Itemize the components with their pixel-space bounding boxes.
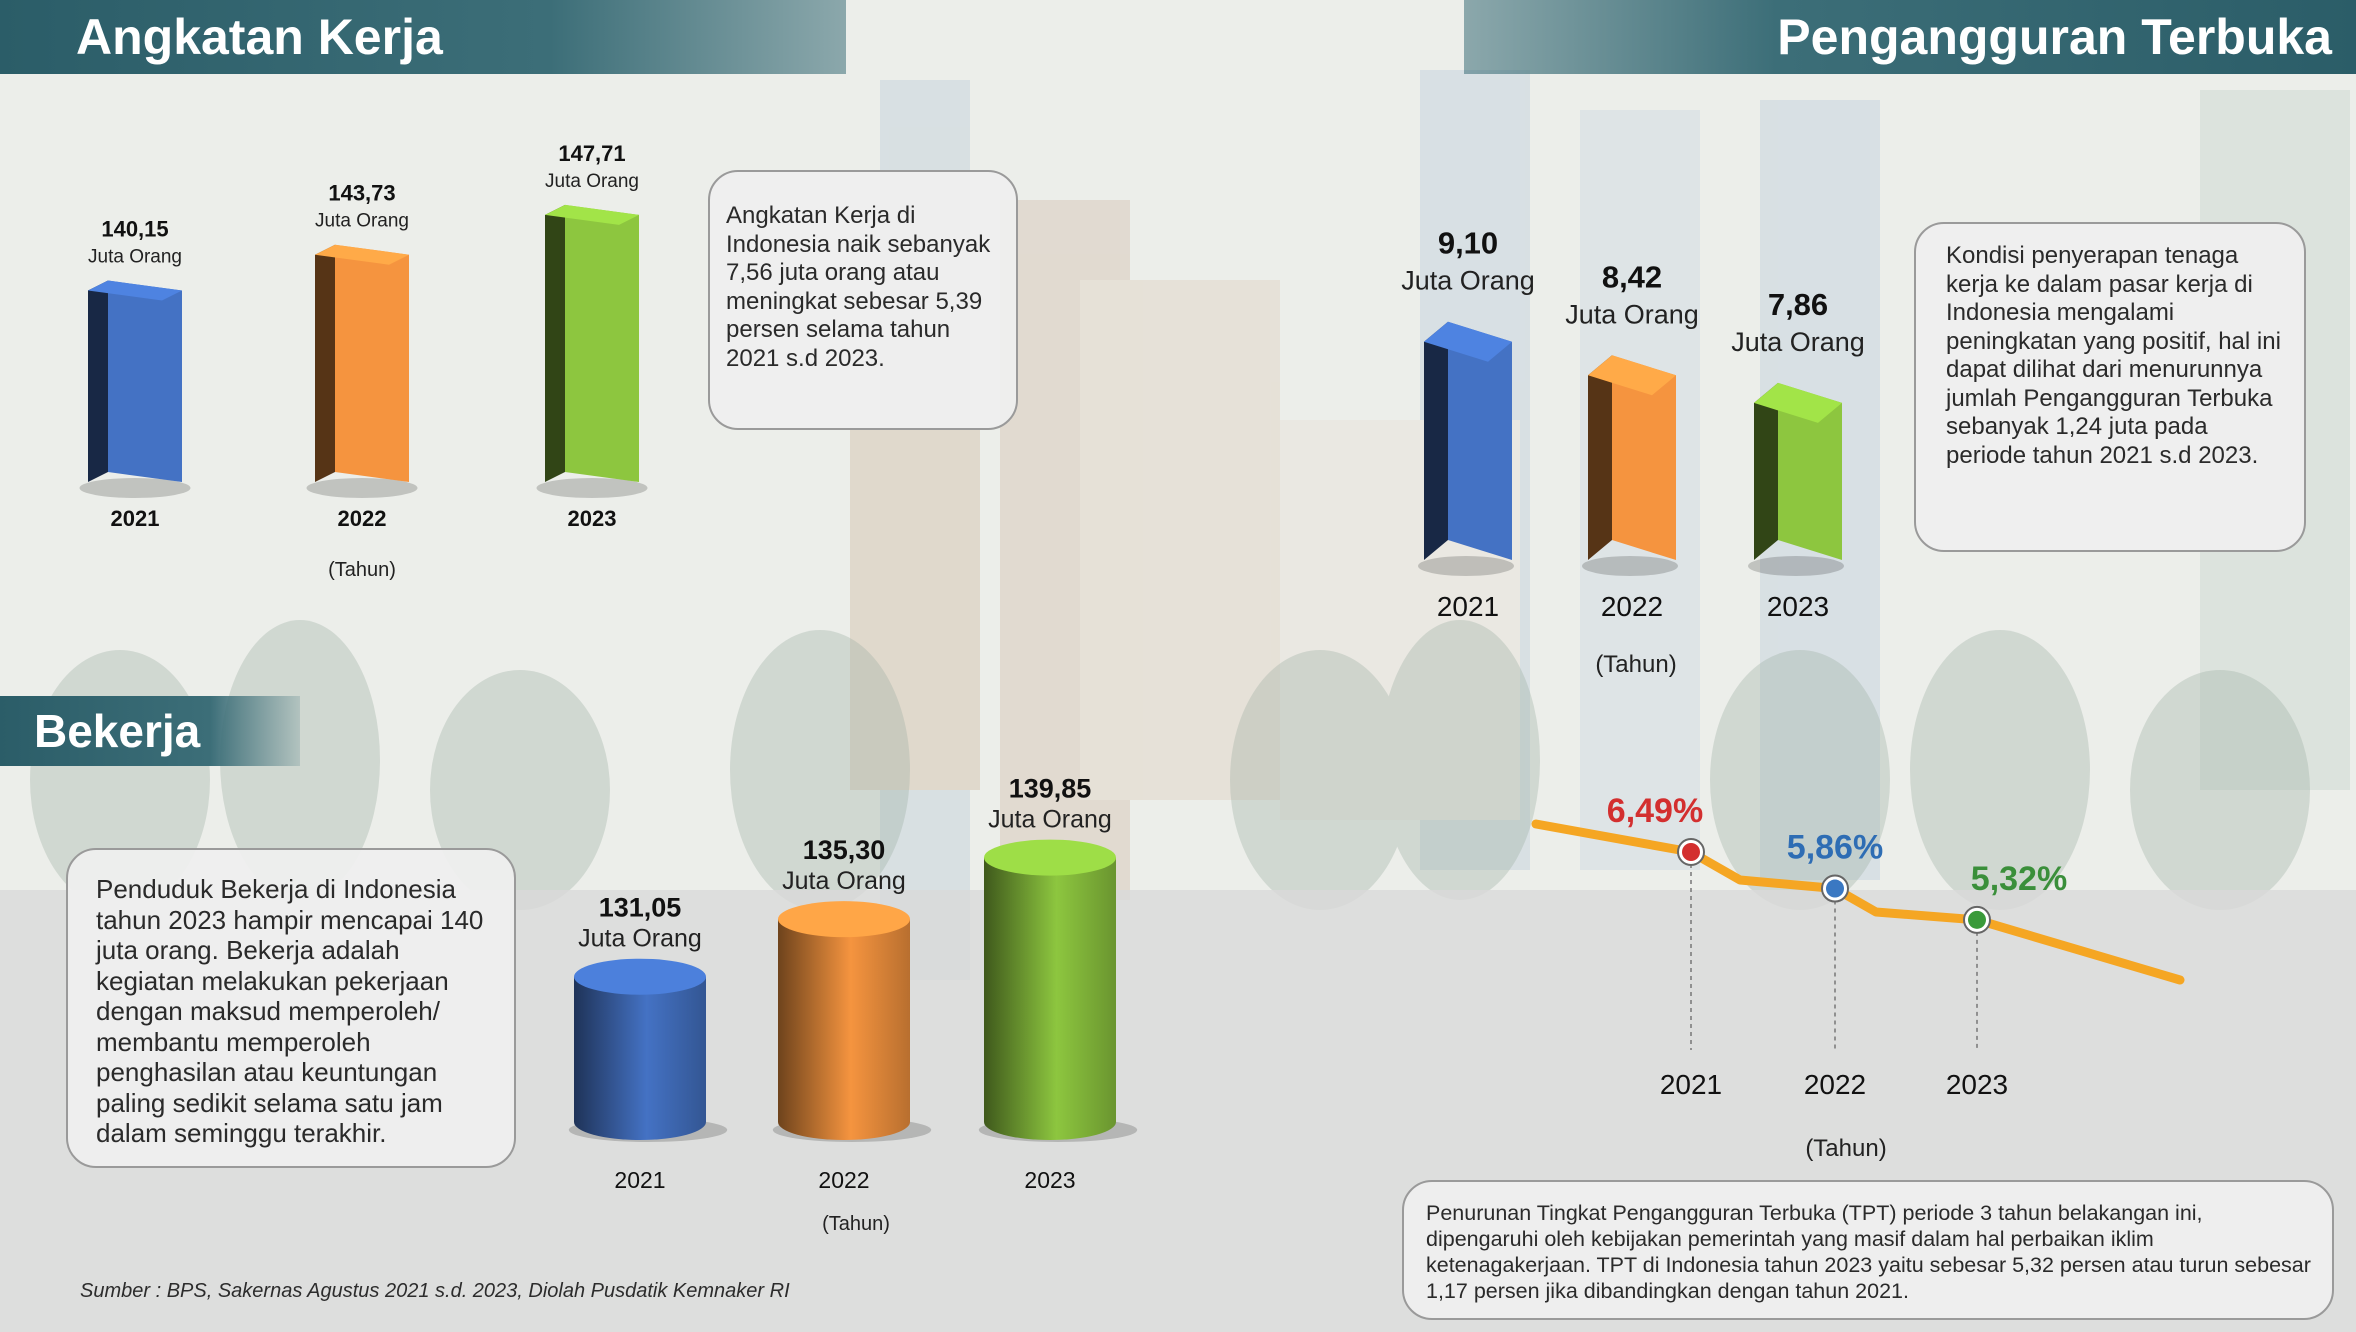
category-label-2023: 2023: [568, 506, 617, 531]
value-label-2023: 7,86: [1768, 287, 1828, 322]
value-label-2021: 131,05: [599, 893, 682, 923]
bar-2021: [108, 280, 182, 482]
point-2022: [1826, 879, 1844, 898]
category-label-2022: 2022: [1601, 591, 1663, 622]
value-label-2023: 139,85: [1009, 774, 1092, 804]
value-label-2021: 9,10: [1438, 226, 1498, 261]
bar-side-2021: [1424, 321, 1448, 560]
x-axis-label: (Tahun): [1805, 1135, 1886, 1162]
bar-top-2022: [778, 901, 910, 938]
unit-label: Juta Orang: [545, 171, 639, 192]
unit-label: Juta Orang: [1731, 327, 1865, 357]
bar-2022: [778, 919, 910, 1140]
employed-note: Penduduk Bekerja di Indonesia tahun 2023…: [66, 848, 516, 1168]
value-label-2022: 135,30: [803, 835, 886, 865]
value-label-2022: 143,73: [328, 181, 395, 206]
value-label-2022: 8,42: [1602, 259, 1662, 294]
value-label-2022: 5,86%: [1787, 829, 1883, 867]
unit-label: Juta Orang: [88, 247, 182, 268]
bar-2023: [565, 204, 639, 482]
category-label-2023: 2023: [1024, 1167, 1075, 1193]
employed-header: Bekerja: [0, 696, 300, 766]
unit-label: Juta Orang: [315, 211, 409, 232]
bar-2022: [335, 244, 409, 482]
bar-2021: [574, 976, 706, 1140]
labor-force-header: Angkatan Kerja: [0, 0, 846, 74]
bar-top-2023: [545, 204, 639, 225]
bar-shadow: [1748, 556, 1844, 576]
bar-shadow: [536, 478, 648, 498]
bar-side-2023: [545, 204, 565, 482]
point-2023: [1968, 910, 1986, 929]
bar-top-2021: [1424, 321, 1512, 362]
labor-force-chart: Juta Orang 140,15 2021 Juta Orang 143,73 2022…: [79, 141, 648, 581]
bar-side-2022: [1588, 355, 1612, 560]
bar-shadow: [79, 478, 191, 498]
unit-label: Juta Orang: [1401, 266, 1535, 296]
bar-top-2023: [984, 839, 1116, 876]
bar-shadow: [306, 478, 418, 498]
value-label-2023: 147,71: [558, 141, 625, 166]
bar-2022: [1612, 355, 1676, 560]
category-label-2022: 2022: [1804, 1069, 1866, 1100]
unemployment-chart: Juta Orang 9,10 2021 Juta Orang 8,42 2022 Juta…: [1401, 226, 1865, 678]
category-label-2021: 2021: [1660, 1069, 1722, 1100]
bar-top-2022: [315, 244, 409, 265]
bar-2023: [984, 857, 1116, 1140]
category-label-2022: 2022: [818, 1167, 869, 1193]
bar-top-2023: [1754, 382, 1842, 423]
category-label-2021: 2021: [111, 506, 160, 531]
value-label-2021: 6,49%: [1607, 792, 1703, 830]
category-label-2023: 2023: [1767, 591, 1829, 622]
unemployment-header: Pengangguran Terbuka: [1464, 0, 2356, 74]
bar-2021: [1448, 321, 1512, 560]
source-note: Sumber : BPS, Sakernas Agustus 2021 s.d.…: [80, 1280, 790, 1302]
bar-2023: [1778, 382, 1842, 560]
category-label-2021: 2021: [1437, 591, 1499, 622]
tpt-line-chart: 6,49% 2021 5,86% 2022 5,32% 2023 (Tahun): [1531, 792, 2185, 1162]
bar-shadow: [1418, 556, 1514, 576]
category-label-2021: 2021: [614, 1167, 665, 1193]
unemployment-note: Kondisi penyerapan tenaga kerja ke dalam…: [1914, 222, 2306, 552]
bar-side-2023: [1754, 382, 1778, 560]
unit-label: Juta Orang: [782, 867, 906, 895]
bar-side-2021: [88, 280, 108, 482]
x-axis-label: (Tahun): [1595, 651, 1676, 678]
unit-label: Juta Orang: [578, 925, 702, 953]
point-2021: [1682, 843, 1700, 861]
value-label-2021: 140,15: [101, 217, 168, 242]
unit-label: Juta Orang: [1565, 299, 1699, 329]
unit-label: Juta Orang: [988, 806, 1112, 834]
x-axis-label: (Tahun): [822, 1213, 890, 1235]
bar-side-2022: [315, 244, 335, 482]
bar-top-2021: [574, 958, 706, 995]
bar-shadow: [1582, 556, 1678, 576]
bar-top-2021: [88, 280, 182, 301]
value-label-2023: 5,32%: [1971, 860, 2067, 898]
bar-top-2022: [1588, 355, 1676, 396]
labor-force-note: Angkatan Kerja di Indonesia naik sebanya…: [708, 170, 1018, 430]
category-label-2023: 2023: [1946, 1069, 2008, 1100]
category-label-2022: 2022: [338, 506, 387, 531]
x-axis-label: (Tahun): [328, 559, 396, 581]
tpt-note: Penurunan Tingkat Pengangguran Terbuka (…: [1402, 1180, 2334, 1320]
